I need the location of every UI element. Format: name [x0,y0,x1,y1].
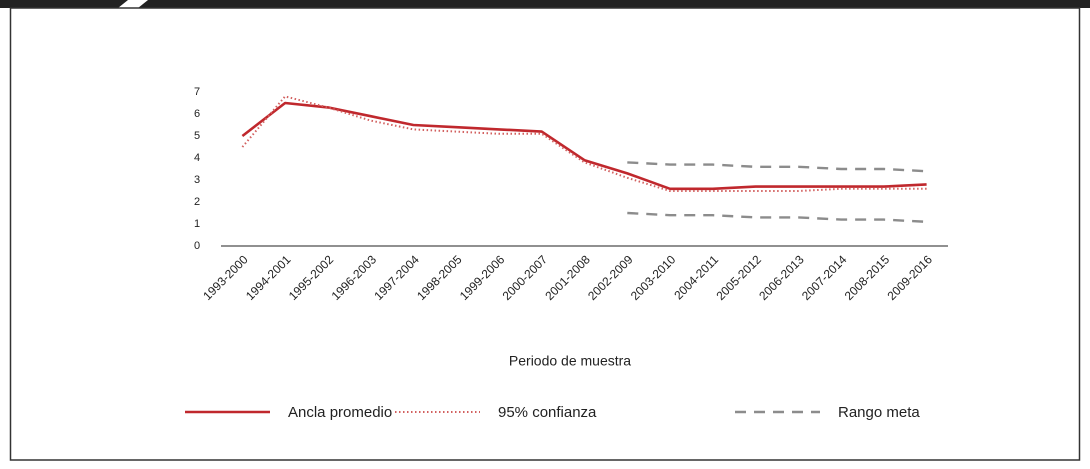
x-tick-label: 2001-2008 [542,252,593,303]
x-tick-label: 1997-2004 [371,252,422,303]
x-tick-label: 1994-2001 [243,252,294,303]
top-notch [118,0,148,8]
x-tick-label: 2006-2013 [756,252,807,303]
x-tick-label: 1999-2006 [457,252,508,303]
y-tick-label: 5 [194,130,200,142]
y-tick-label: 0 [194,240,200,252]
series-line [627,211,927,223]
top-bar [0,0,1090,8]
series-line [627,161,927,173]
x-tick-label: 2008-2015 [842,252,893,303]
x-tick-label: 1995-2002 [286,252,337,303]
y-tick-label: 3 [194,174,200,186]
x-tick-label: 2005-2012 [713,252,764,303]
series-line [241,101,927,191]
y-tick-label: 2 [194,196,200,208]
x-tick-label: 2009-2016 [885,252,936,303]
y-tick-label: 6 [194,108,200,120]
y-tick-label: 7 [194,86,200,98]
x-tick-label: 2000-2007 [500,252,551,303]
x-tick-label: 1996-2003 [329,252,380,303]
x-axis-title: Periodo de muestra [509,353,631,369]
x-tick-label: 1998-2005 [414,252,465,303]
y-tick-label: 4 [194,152,200,164]
x-tick-label: 2002-2009 [585,252,636,303]
series-line [241,95,927,192]
x-tick-label: 2003-2010 [628,252,679,303]
legend-label: Rango meta [838,404,920,421]
legend-label: 95% confianza [498,404,597,421]
frame [9,7,1081,461]
legend-label: Ancla promedio [288,404,392,421]
x-tick-label: 2007-2014 [799,252,850,303]
x-tick-label: 1993-2000 [200,252,251,303]
y-tick-label: 1 [194,218,200,230]
